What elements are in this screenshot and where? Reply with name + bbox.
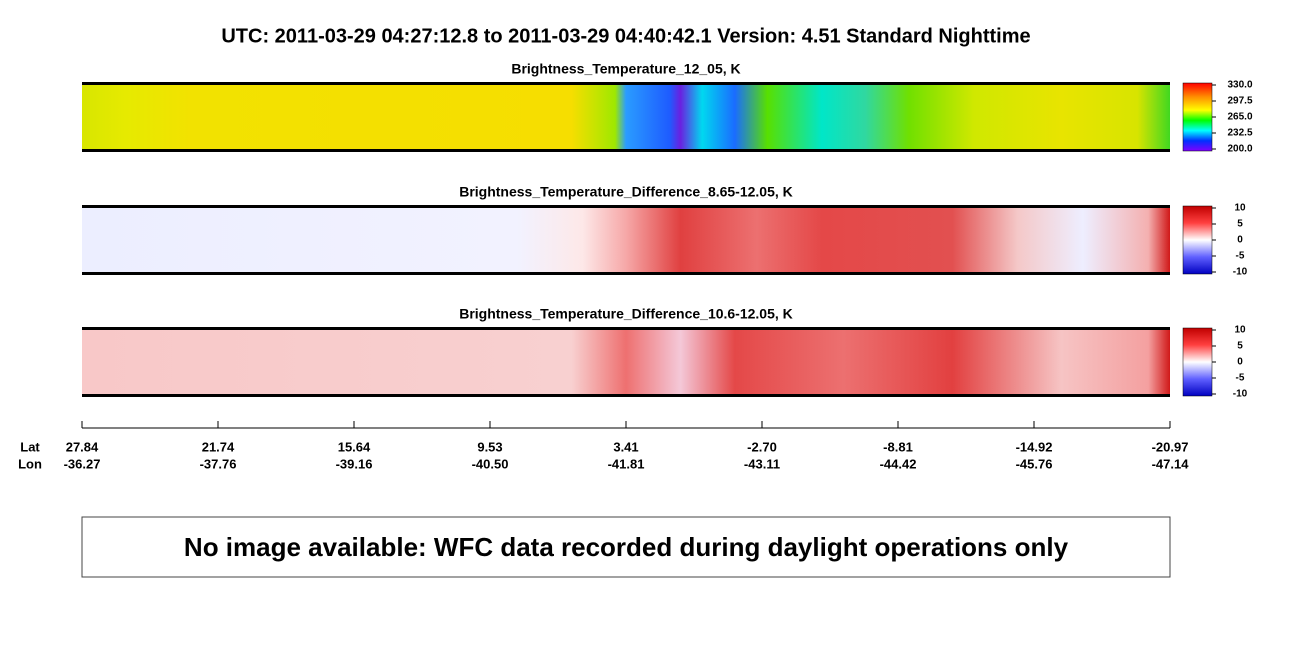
lat-value: 15.64 bbox=[338, 439, 371, 454]
strip-border-bottom bbox=[82, 394, 1170, 397]
panel-title: Brightness_Temperature_12_05, K bbox=[511, 61, 740, 77]
colorbar-label: -5 bbox=[1236, 251, 1245, 262]
colorbar bbox=[1182, 205, 1213, 275]
colorbar-label: 5 bbox=[1237, 219, 1243, 230]
colorbar-label: 0 bbox=[1237, 357, 1243, 368]
colorbar-label: 265.0 bbox=[1227, 112, 1252, 123]
strip-border-top bbox=[82, 205, 1170, 208]
lon-value: -39.16 bbox=[336, 456, 373, 471]
lon-value: -37.76 bbox=[200, 456, 237, 471]
lon-value: -47.14 bbox=[1152, 456, 1190, 471]
strip-border-bottom bbox=[82, 149, 1170, 152]
lat-value: 21.74 bbox=[202, 439, 235, 454]
colorbar-label: -10 bbox=[1233, 389, 1248, 400]
colorbar-label: 10 bbox=[1234, 325, 1246, 336]
strip-image bbox=[82, 83, 1170, 151]
strip-border-top bbox=[82, 82, 1170, 85]
strip-image bbox=[82, 328, 1170, 396]
colorbar-label: 330.0 bbox=[1227, 80, 1252, 91]
colorbar-label: 5 bbox=[1237, 341, 1243, 352]
colorbar-label: 232.5 bbox=[1227, 128, 1252, 139]
strip-border-top bbox=[82, 327, 1170, 330]
title: UTC: 2011-03-29 04:27:12.8 to 2011-03-29… bbox=[221, 25, 1030, 47]
colorbar bbox=[1182, 82, 1213, 152]
lon-label: Lon bbox=[18, 456, 42, 471]
panel-title: Brightness_Temperature_Difference_8.65-1… bbox=[459, 184, 793, 200]
colorbar-label: -10 bbox=[1233, 267, 1248, 278]
lat-value: -8.81 bbox=[883, 439, 913, 454]
colorbar-label: 297.5 bbox=[1227, 96, 1252, 107]
colorbar-label: -5 bbox=[1236, 373, 1245, 384]
strip-image bbox=[82, 206, 1170, 274]
lon-value: -44.42 bbox=[880, 456, 917, 471]
lat-value: -20.97 bbox=[1152, 439, 1189, 454]
notice: No image available: WFC data recorded du… bbox=[184, 532, 1069, 562]
strip-border-bottom bbox=[82, 272, 1170, 275]
lon-value: -43.11 bbox=[744, 456, 780, 471]
lat-value: 27.84 bbox=[66, 439, 99, 454]
lon-value: -45.76 bbox=[1016, 456, 1053, 471]
colorbar-label: 200.0 bbox=[1227, 144, 1252, 155]
lon-value: -41.81 bbox=[608, 456, 645, 471]
lat-value: 3.41 bbox=[613, 439, 638, 454]
lat-value: -14.92 bbox=[1016, 439, 1053, 454]
panel-title: Brightness_Temperature_Difference_10.6-1… bbox=[459, 306, 793, 322]
lon-value: -40.50 bbox=[472, 456, 509, 471]
colorbar-label: 10 bbox=[1234, 203, 1246, 214]
lat-label: Lat bbox=[20, 439, 40, 454]
lat-value: -2.70 bbox=[747, 439, 777, 454]
colorbar bbox=[1182, 327, 1213, 397]
notice-box bbox=[81, 516, 1171, 578]
colorbar-label: 0 bbox=[1237, 235, 1243, 246]
lon-value: -36.27 bbox=[64, 456, 101, 471]
lat-value: 9.53 bbox=[477, 439, 502, 454]
